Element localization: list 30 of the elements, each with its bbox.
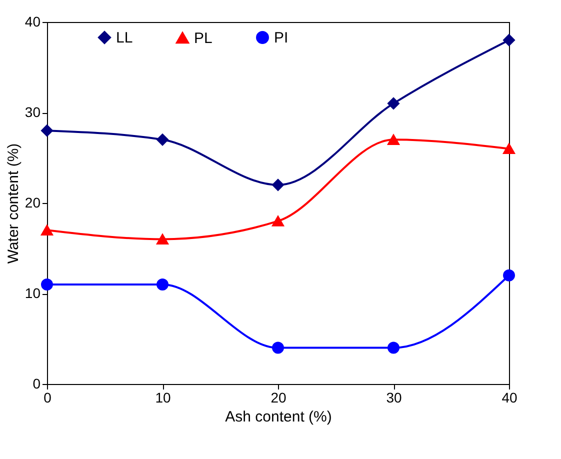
- x-tick-label: 40: [502, 390, 518, 406]
- legend-label: PI: [274, 30, 288, 47]
- point: [41, 224, 53, 236]
- y-tick-label: 20: [24, 194, 41, 210]
- y-tick-label: 10: [24, 285, 41, 301]
- point: [503, 143, 515, 154]
- x-axis-title: Ash content (%): [225, 408, 332, 426]
- point: [503, 34, 515, 46]
- x-tick-label: 0: [44, 390, 52, 406]
- point: [41, 278, 53, 290]
- point: [156, 278, 168, 290]
- point: [156, 234, 168, 244]
- x-tick-label: 30: [386, 390, 402, 406]
- point: [388, 342, 400, 354]
- legend-label: PL: [194, 30, 212, 47]
- x-tick-label: 20: [270, 390, 286, 406]
- point: [272, 216, 284, 226]
- point: [272, 178, 284, 191]
- point: [388, 134, 400, 145]
- point: [388, 97, 400, 110]
- point: [272, 342, 284, 354]
- x-tick-label: 10: [155, 390, 171, 406]
- y-tick-label: 30: [24, 104, 41, 120]
- point: [156, 134, 168, 146]
- y-tick-label: 40: [24, 14, 41, 30]
- point: [41, 124, 53, 137]
- y-axis-title: Water content (%): [4, 143, 22, 264]
- legend-label: LL: [116, 30, 133, 47]
- y-tick-label: 0: [32, 376, 41, 392]
- point: [503, 269, 515, 282]
